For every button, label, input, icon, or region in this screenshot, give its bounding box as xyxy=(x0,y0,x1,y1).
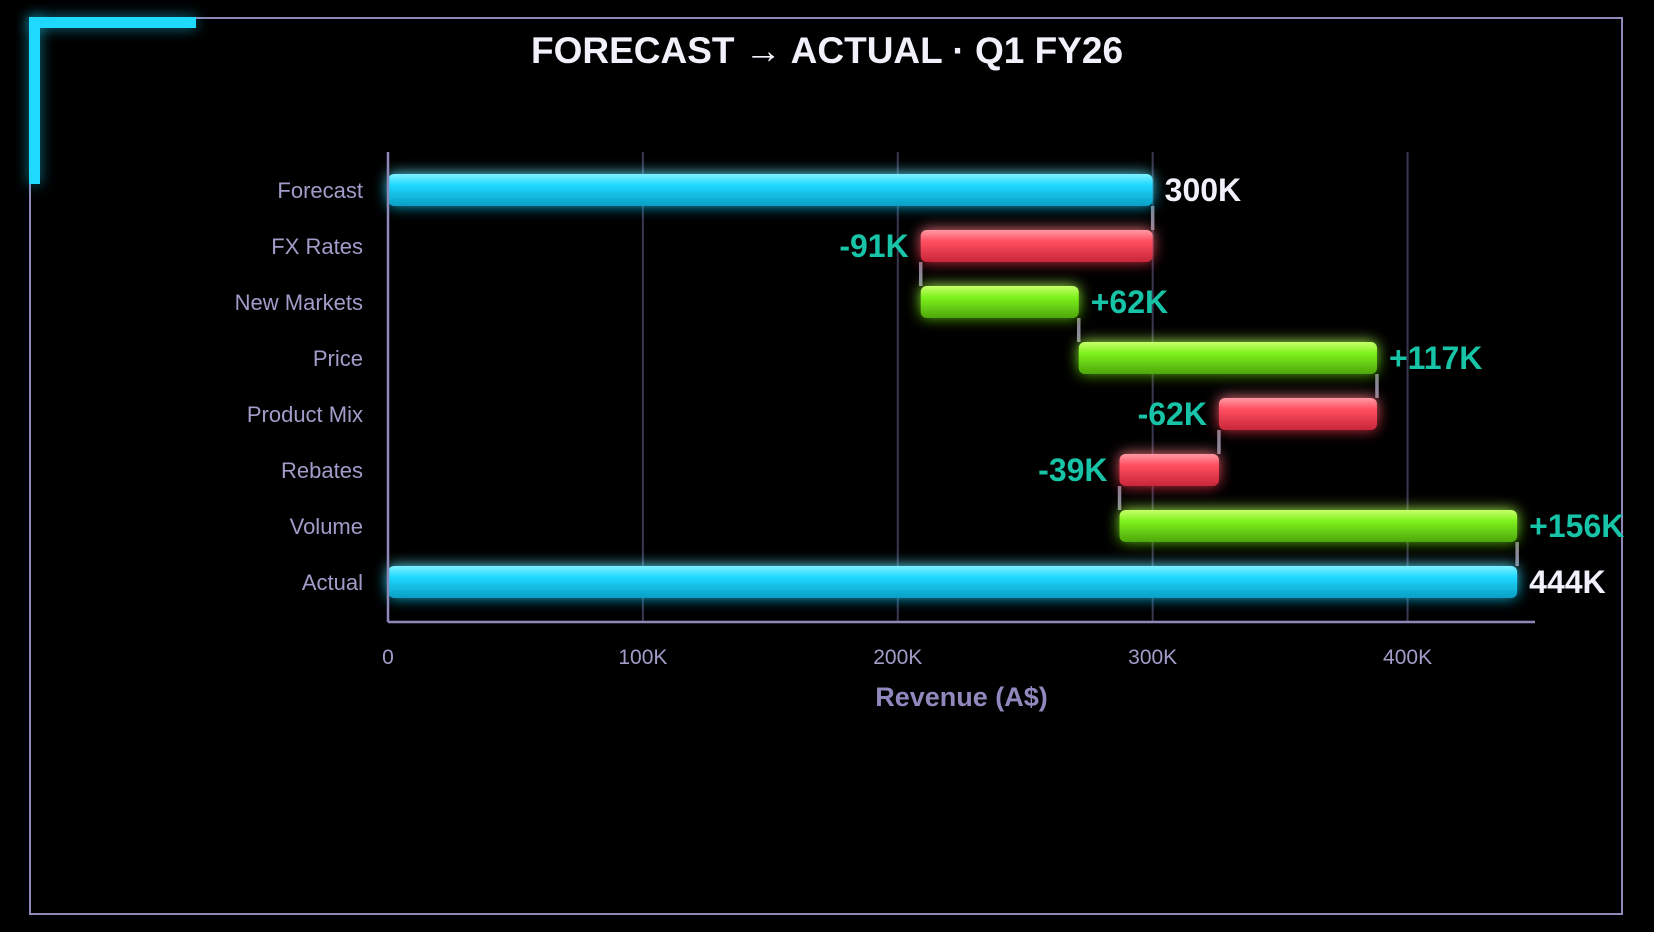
category-label: Forecast xyxy=(277,178,363,203)
bars xyxy=(388,174,1518,598)
bar-increase xyxy=(920,286,1079,318)
category-label: New Markets xyxy=(235,290,363,315)
bar-decrease xyxy=(1119,454,1219,486)
category-label: Rebates xyxy=(281,458,363,483)
value-label: -62K xyxy=(1138,396,1207,432)
category-label: Price xyxy=(313,346,363,371)
connectors xyxy=(918,206,1519,566)
value-label: +156K xyxy=(1529,508,1624,544)
value-label: 444K xyxy=(1529,564,1606,600)
x-axis-title: Revenue (A$) xyxy=(875,682,1048,712)
x-tick-label: 400K xyxy=(1383,646,1432,669)
value-label: +117K xyxy=(1389,340,1482,376)
bar-increase xyxy=(1078,342,1377,374)
value-label: +62K xyxy=(1091,284,1168,320)
chart-title: FORECAST → ACTUAL · Q1 FY26 xyxy=(530,30,1124,71)
labels: Forecast 300K FX Rates -91K New Markets +62K P… xyxy=(235,172,1625,600)
chart-frame xyxy=(29,17,1623,915)
bar-decrease xyxy=(1218,398,1377,430)
value-label: -39K xyxy=(1038,452,1107,488)
corner-accent-horizontal xyxy=(29,17,196,28)
category-label: Product Mix xyxy=(247,402,363,427)
x-tick-label: 0 xyxy=(382,646,394,669)
x-tick-label: 200K xyxy=(873,646,922,669)
x-tick-label: 100K xyxy=(618,646,667,669)
corner-accent-vertical xyxy=(29,17,40,184)
value-label: -91K xyxy=(839,228,908,264)
value-label: 300K xyxy=(1165,172,1242,208)
bar-total xyxy=(388,566,1518,598)
bar-decrease xyxy=(920,230,1153,262)
bar-increase xyxy=(1119,510,1518,542)
x-tick-label: 300K xyxy=(1128,646,1177,669)
axes: 0 100K 200K 300K 400K Revenue (A$) xyxy=(382,152,1535,712)
gridlines xyxy=(641,152,1409,622)
bar-total xyxy=(388,174,1153,206)
category-label: FX Rates xyxy=(271,234,363,259)
category-label: Volume xyxy=(290,514,363,539)
category-label: Actual xyxy=(302,570,363,595)
